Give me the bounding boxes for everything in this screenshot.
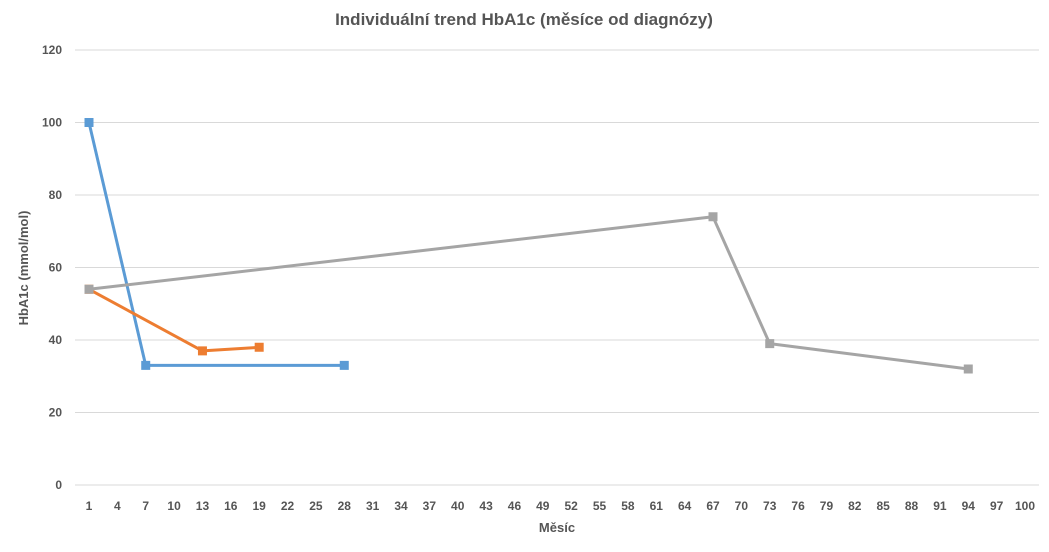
series-3 [84,212,973,374]
x-tick-label: 4 [114,499,121,513]
axes: 0 20 40 60 80 100 120 1 4 7 10 13 16 19 22 25 28 31 34 37 40… [42,43,1039,513]
x-tick-label: 91 [933,499,947,513]
y-tick-label: 0 [55,478,62,492]
y-tick-label: 60 [49,261,63,275]
x-tick-label: 22 [281,499,295,513]
x-tick-label: 16 [224,499,238,513]
series-2 [84,284,264,356]
y-tick-label: 100 [42,116,62,130]
x-tick-label: 58 [621,499,635,513]
x-tick-label: 70 [735,499,749,513]
x-tick-label: 31 [366,499,380,513]
x-axis-title: Měsíc [539,520,575,535]
gridlines [75,49,1039,413]
x-tick-label: 55 [593,499,607,513]
x-tick-label: 40 [451,499,465,513]
x-tick-label: 7 [142,499,149,513]
data-point-marker [84,284,94,294]
x-tick-label: 43 [479,499,493,513]
x-tick-label: 49 [536,499,550,513]
data-point-marker [84,118,94,127]
x-tick-label: 1 [86,499,93,513]
data-point-marker [963,364,973,374]
x-tick-label: 73 [763,499,777,513]
x-tick-label: 28 [338,499,352,513]
x-tick-label: 25 [309,499,323,513]
data-point-marker [708,212,718,222]
x-tick-label: 19 [253,499,267,513]
x-tick-label: 79 [820,499,834,513]
x-tick-label: 52 [565,499,579,513]
data-point-marker [765,339,775,349]
series-line [87,215,970,371]
data-point-marker [339,360,349,370]
x-tick-label: 76 [791,499,805,513]
series-1 [84,118,349,370]
series-line [87,121,346,367]
series-line [87,287,261,353]
x-tick-label: 85 [877,499,891,513]
x-tick-label: 94 [962,499,976,513]
x-tick-label: 46 [508,499,522,513]
y-tick-label: 20 [49,406,63,420]
x-tick-label: 10 [167,499,181,513]
data-point-marker [141,360,151,370]
y-tick-label: 120 [42,43,62,57]
y-tick-label: 80 [49,188,63,202]
x-tick-label: 13 [196,499,210,513]
x-tick-label: 82 [848,499,862,513]
data-point-marker [197,346,207,356]
x-tick-label: 34 [394,499,408,513]
x-tick-label: 97 [990,499,1004,513]
data-point-marker [254,342,264,352]
x-tick-label: 37 [423,499,437,513]
series-group [84,118,973,374]
x-tick-label: 88 [905,499,919,513]
y-axis-title: HbA1c (mmol/mol) [16,211,31,326]
x-tick-label: 67 [706,499,720,513]
y-tick-label: 40 [49,333,63,347]
x-tick-label: 61 [650,499,664,513]
x-tick-label: 64 [678,499,692,513]
chart-title: Individuální trend HbA1c (měsíce od diag… [335,10,713,29]
x-tick-label: 100 [1015,499,1035,513]
